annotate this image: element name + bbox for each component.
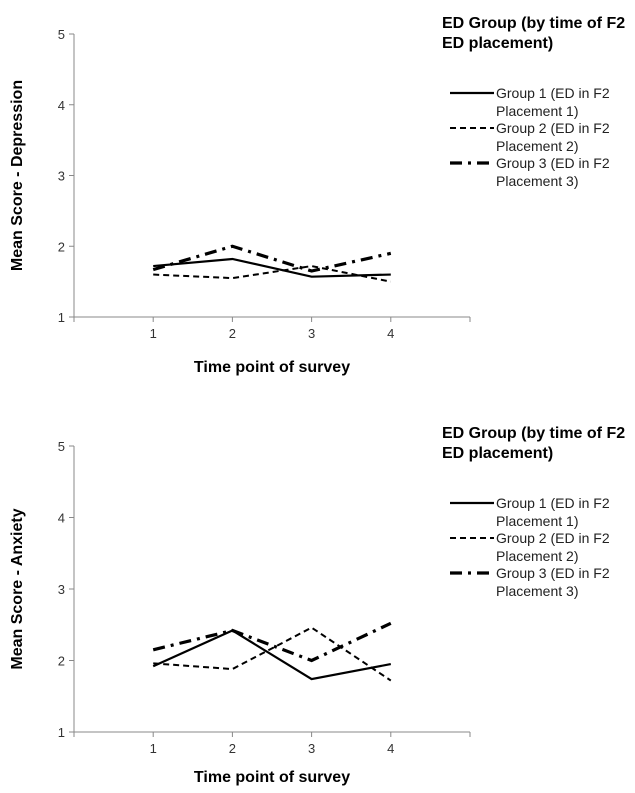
- y-axis-title: Mean Score - Anxiety: [9, 508, 26, 669]
- x-tick-label: 1: [150, 741, 157, 756]
- series-line-group-1: [152, 629, 392, 681]
- legend-label: Group 1 (ED in F2 Placement 1): [496, 85, 610, 119]
- legend-swatch: [450, 537, 494, 539]
- legend-swatch: [450, 91, 494, 95]
- legend-label: Group 1 (ED in F2 Placement 1): [496, 495, 610, 529]
- y-tick-label: 2: [58, 654, 65, 669]
- legend-label: Group 3 (ED in F2 Placement 3): [496, 155, 610, 189]
- depression-legend: ED Group (by time of F2 ED placement) Gr…: [442, 14, 635, 189]
- legend-swatch: [450, 161, 494, 165]
- x-tick-label: 4: [387, 326, 394, 341]
- legend-label: Group 3 (ED in F2 Placement 3): [496, 565, 610, 599]
- legend-item-group-3: Group 3 (ED in F2 Placement 3): [450, 564, 635, 600]
- y-axis-title: Mean Score - Depression: [9, 80, 26, 271]
- y-tick-label: 4: [58, 511, 65, 526]
- legend-label: Group 2 (ED in F2 Placement 2): [496, 120, 610, 154]
- depression-chart: 1 2 3 4 5 1 2 3 4 Time point of survey Mean Score …: [9, 27, 471, 376]
- y-tick-label: 3: [58, 582, 65, 597]
- y-tick-label: 5: [58, 439, 65, 454]
- anxiety-chart-panel: 1 2 3 4 5 1 2 3 4 Time point of survey Mean Score …: [0, 410, 635, 793]
- x-tick-label: 3: [308, 326, 315, 341]
- series-line-group-2: [153, 626, 392, 682]
- anxiety-legend: ED Group (by time of F2 ED placement) Gr…: [442, 424, 635, 599]
- depression-chart-panel: 1 2 3 4 5 1 2 3 4 Time point of survey Mean Score …: [0, 0, 635, 396]
- x-tick-label: 2: [229, 326, 236, 341]
- y-tick-label: 1: [58, 310, 65, 325]
- x-tick-label: 4: [387, 741, 394, 756]
- x-tick-label: 3: [308, 741, 315, 756]
- y-tick-label: 1: [58, 725, 65, 740]
- legend-item-group-3: Group 3 (ED in F2 Placement 3): [450, 154, 635, 190]
- legend-title: ED Group (by time of F2 ED placement): [442, 15, 626, 52]
- series-line-group-1: [153, 257, 391, 278]
- x-axis-title: Time point of survey: [194, 359, 350, 376]
- series-line-group-3: [152, 621, 392, 663]
- legend-item-group-2: Group 2 (ED in F2 Placement 2): [450, 529, 635, 565]
- legend-swatch: [450, 127, 494, 129]
- x-axis-title: Time point of survey: [194, 769, 350, 786]
- y-tick-label: 3: [58, 169, 65, 184]
- x-tick-label: 2: [229, 741, 236, 756]
- legend-swatch: [450, 571, 494, 575]
- y-tick-label: 4: [58, 98, 65, 113]
- legend-label: Group 2 (ED in F2 Placement 2): [496, 530, 610, 564]
- y-tick-label: 5: [58, 27, 65, 42]
- legend-swatch: [450, 501, 494, 505]
- y-tick-label: 2: [58, 239, 65, 254]
- x-tick-label: 1: [150, 326, 157, 341]
- legend-item-group-1: Group 1 (ED in F2 Placement 1): [450, 494, 635, 530]
- legend-item-group-1: Group 1 (ED in F2 Placement 1): [450, 84, 635, 120]
- legend-title: ED Group (by time of F2 ED placement): [442, 425, 626, 462]
- anxiety-chart: 1 2 3 4 5 1 2 3 4 Time point of survey Mean Score …: [9, 439, 471, 786]
- legend-item-group-2: Group 2 (ED in F2 Placement 2): [450, 119, 635, 155]
